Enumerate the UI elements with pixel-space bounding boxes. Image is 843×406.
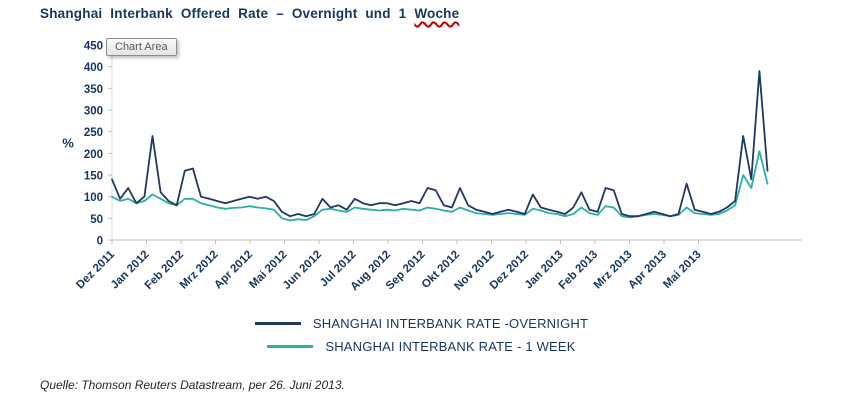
legend-line-sample-1week	[267, 345, 314, 348]
page-title-main: Shanghai Interbank Offered Rate – Overni…	[40, 6, 407, 21]
y-tick-label: 300	[84, 106, 103, 118]
x-tick-label: Mai 2013	[661, 249, 703, 291]
source-note: Quelle: Thomson Reuters Datastream, per …	[40, 378, 345, 392]
y-tick-label: 250	[84, 127, 103, 139]
legend-label-1week: SHANGHAI INTERBANK RATE - 1 WEEK	[325, 339, 576, 354]
chart-area[interactable]: 0 50 100 150 200 250 300 350 400 450% Dez 2011 Jan …	[0, 0, 843, 316]
y-tick-label: 150	[84, 171, 103, 183]
legend-line-sample-overnight	[254, 322, 301, 325]
y-tick-label: 50	[90, 214, 103, 226]
series-line-1week[interactable]	[111, 150, 769, 222]
y-tick-label: 350	[84, 84, 103, 96]
chart-area-tooltip: Chart Area	[106, 38, 177, 56]
y-tick-label: 400	[84, 62, 103, 74]
series-line-overnight[interactable]	[111, 70, 769, 218]
chart-legend: SHANGHAI INTERBANK RATE -OVERNIGHT SHANG…	[0, 316, 843, 354]
y-tick-label: 100	[84, 192, 103, 204]
legend-label-overnight: SHANGHAI INTERBANK RATE -OVERNIGHT	[312, 316, 589, 331]
legend-item-overnight[interactable]: SHANGHAI INTERBANK RATE -OVERNIGHT	[254, 316, 589, 331]
legend-item-1week[interactable]: SHANGHAI INTERBANK RATE - 1 WEEK	[267, 339, 575, 354]
page-title-underlined-word: Woche	[414, 6, 460, 21]
page-title: Shanghai Interbank Offered Rate – Overni…	[40, 6, 459, 21]
y-tick-label: 0	[97, 236, 103, 248]
y-axis-title: %	[62, 136, 74, 151]
y-tick-label: 450	[84, 41, 103, 53]
y-tick-label: 200	[84, 149, 103, 161]
